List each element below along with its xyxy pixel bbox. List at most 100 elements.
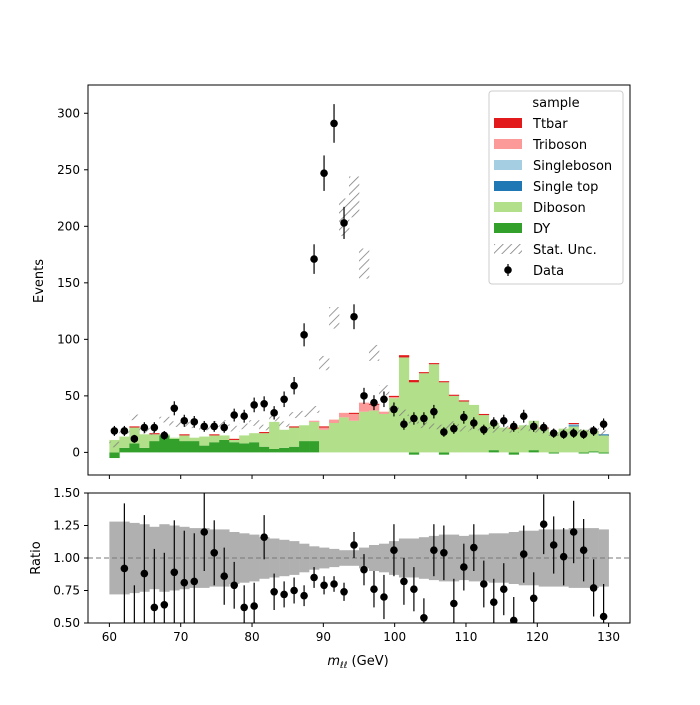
ratio-point bbox=[310, 573, 318, 582]
bar-dy bbox=[528, 450, 540, 453]
ratio-point bbox=[579, 546, 588, 554]
ratio-ylabel: Ratio bbox=[29, 541, 44, 574]
bar-diboson bbox=[368, 410, 380, 453]
stat-unc-band bbox=[319, 355, 330, 371]
ratio-point bbox=[450, 599, 458, 608]
bar-ttbar bbox=[458, 400, 470, 402]
ratio-point bbox=[470, 543, 478, 552]
ratio-point bbox=[240, 603, 248, 612]
bar-dy bbox=[209, 442, 220, 453]
stat-unc-band bbox=[418, 422, 430, 429]
bar-ttbar bbox=[448, 394, 460, 396]
bar-ttbar bbox=[428, 363, 440, 365]
main-ytick-label: 100 bbox=[57, 332, 80, 346]
bar-diboson bbox=[349, 420, 360, 453]
ratio-point bbox=[569, 528, 578, 536]
data-point bbox=[260, 399, 268, 408]
data-point bbox=[310, 255, 318, 263]
bar-ttbar bbox=[349, 412, 360, 414]
data-point bbox=[210, 422, 219, 431]
ratio-point bbox=[360, 565, 368, 574]
bar-dy bbox=[149, 441, 160, 453]
ratio-unc-band bbox=[408, 538, 420, 578]
ratio-unc-band bbox=[488, 533, 500, 583]
data-point bbox=[450, 424, 458, 433]
legend-label: Stat. Unc. bbox=[533, 243, 597, 258]
stat-unc-band bbox=[498, 425, 510, 432]
ratio-point bbox=[549, 541, 558, 549]
bar-dy bbox=[189, 441, 200, 453]
ratio-unc-band bbox=[289, 541, 300, 575]
bar-ttbar bbox=[229, 438, 240, 440]
bar-dy bbox=[249, 442, 260, 453]
bar-dy bbox=[279, 447, 290, 453]
data-point bbox=[470, 419, 478, 427]
bar-diboson bbox=[209, 435, 220, 443]
legend-title: sample bbox=[532, 96, 579, 111]
ratio-unc-band bbox=[329, 548, 340, 568]
xtick-label: 60 bbox=[102, 630, 117, 644]
stat-unc-band bbox=[229, 425, 240, 432]
bar-dy bbox=[578, 452, 589, 454]
data-point bbox=[140, 423, 149, 432]
data-point bbox=[489, 419, 498, 427]
legend-frame bbox=[488, 90, 624, 285]
bar-ttbar bbox=[289, 426, 300, 428]
ratio-point bbox=[260, 533, 268, 541]
ratio-point bbox=[300, 591, 308, 600]
ratio-point bbox=[519, 550, 528, 558]
ratio-ytick-label: 0.75 bbox=[53, 584, 80, 598]
ratio-point bbox=[559, 552, 568, 561]
xtick-label: 70 bbox=[173, 630, 188, 644]
bar-dy bbox=[438, 452, 450, 455]
bar-ttbar bbox=[259, 432, 270, 434]
bar-triboson bbox=[329, 419, 340, 423]
ratio-unc-band bbox=[448, 534, 460, 582]
legend-label: DY bbox=[533, 222, 550, 237]
bar-dy bbox=[199, 445, 210, 453]
data-point bbox=[330, 119, 338, 128]
ratio-point bbox=[330, 580, 338, 588]
bar-diboson bbox=[259, 433, 270, 447]
ratio-unc-band bbox=[538, 529, 549, 587]
legend-label: Singleboson bbox=[533, 159, 612, 174]
bar-dy bbox=[119, 447, 130, 453]
bar-ttbar bbox=[209, 434, 220, 436]
legend: sample Ttbar Triboson Singleboson Single to… bbox=[488, 90, 624, 285]
data-point bbox=[230, 411, 238, 419]
bar-dy bbox=[129, 443, 140, 453]
main-ytick-label: 0 bbox=[72, 445, 80, 459]
ratio-point bbox=[250, 602, 258, 610]
bar-dy bbox=[259, 446, 270, 453]
bar-diboson bbox=[498, 427, 510, 453]
bar-triboson bbox=[359, 402, 370, 412]
bar-diboson bbox=[488, 423, 500, 451]
main-ytick-label: 150 bbox=[57, 276, 80, 290]
data-point bbox=[150, 423, 159, 432]
bar-diboson bbox=[339, 417, 350, 453]
legend-data-marker bbox=[504, 266, 512, 274]
bar-diboson bbox=[189, 437, 200, 442]
bar-dy bbox=[179, 441, 190, 453]
stat-unc-band bbox=[129, 414, 140, 421]
bar-dy bbox=[269, 449, 280, 453]
ratio-point bbox=[340, 588, 348, 596]
data-point bbox=[589, 427, 598, 435]
bar-diboson bbox=[588, 430, 599, 452]
data-point bbox=[579, 430, 588, 439]
data-point bbox=[120, 427, 129, 435]
bar-dy bbox=[109, 452, 120, 459]
legend-swatch-triboson bbox=[494, 139, 522, 149]
data-point bbox=[270, 409, 278, 417]
bar-dy bbox=[508, 452, 520, 455]
data-point bbox=[460, 413, 468, 422]
bar-ttbar bbox=[568, 423, 579, 425]
ratio-plot-marks bbox=[88, 493, 630, 623]
data-point bbox=[430, 407, 438, 416]
stat-unc-band bbox=[249, 420, 260, 426]
bar-diboson bbox=[269, 421, 280, 449]
data-point bbox=[290, 381, 298, 390]
bar-diboson bbox=[528, 420, 540, 451]
ratio-point bbox=[140, 569, 149, 578]
